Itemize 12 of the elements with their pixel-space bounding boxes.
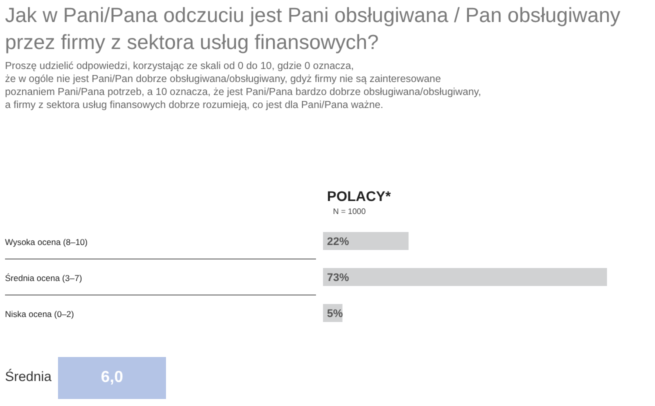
- y-tick-label: Średnia ocena (3–7): [5, 273, 82, 283]
- chart-title: Jak w Pani/Pana odczuciu jest Pani obsługiwana / Pan obsługiwany przez firmy z sektora usług finansowych?: [5, 3, 622, 56]
- data-label: 22%: [327, 236, 350, 248]
- y-tick-label: Wysoka ocena (8–10): [5, 237, 88, 247]
- y-tick-label: Niska ocena (0–2): [5, 309, 74, 319]
- text: N = 1000: [333, 207, 366, 216]
- score-box: 6,0: [58, 357, 166, 399]
- data-label: 5%: [327, 308, 344, 320]
- text: Średnia: [5, 369, 52, 384]
- data-label: 73%: [327, 272, 350, 284]
- series-label: POLACY*: [327, 188, 391, 204]
- chart-subtitle: Proszę udzielić odpowiedzi, korzystając ze skali od 0 do 10, gdzie 0 oznacza, że w ogóle nie jest Pani/Pan dobrze obsługiwana/obsługiwany, gdyż firmy nie są zainteresowane poznaniem Pani/Pana potrzeb, a 10 oznacza, że jest Pani/Pana bardzo dobrze obsługiwana/obsługiwany, a firmy z sektora usług finansowych dobrze rozumieją, co jest dla Pani/Pana ważne.: [5, 60, 482, 112]
